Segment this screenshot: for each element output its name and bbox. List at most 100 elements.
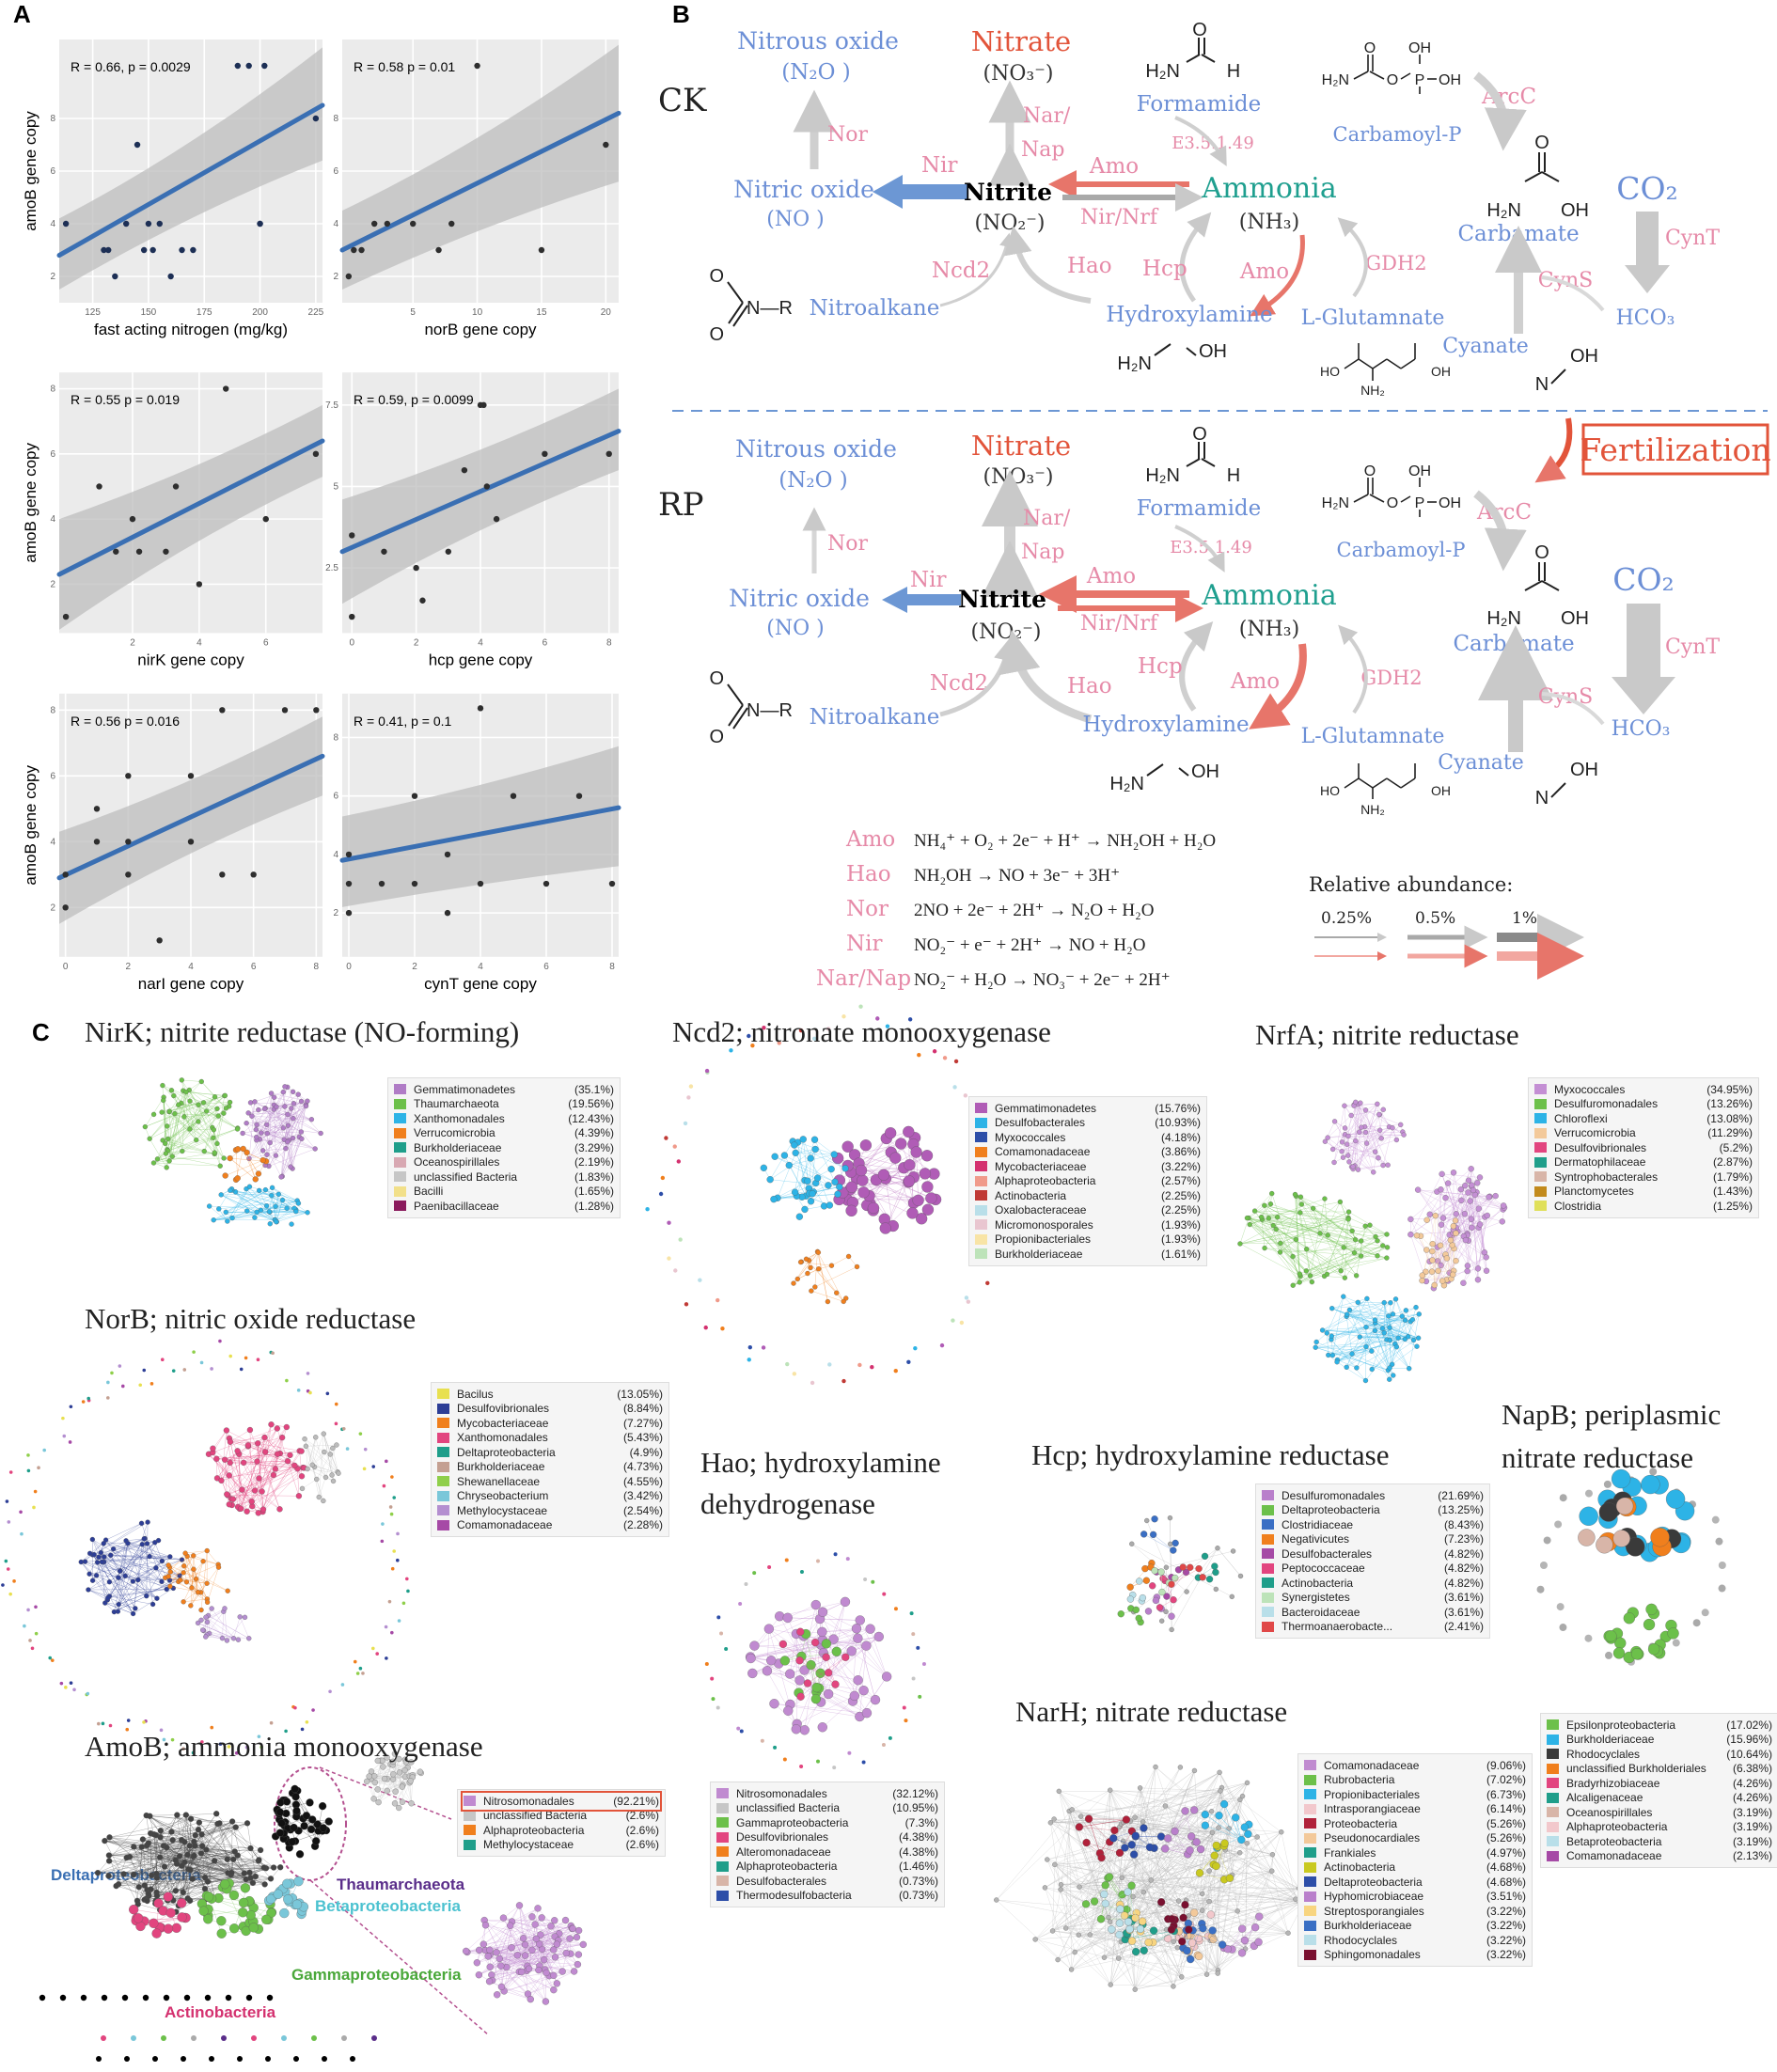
y-tick-label: 4: [50, 514, 55, 525]
network-node: [1453, 1258, 1459, 1264]
network-edge: [784, 1651, 837, 1661]
x-tick-label: 15: [536, 307, 547, 318]
eq-amo: NH₄⁺ + O₂ + 2e⁻ + H⁺ → NH₂OH + H₂O: [914, 831, 1216, 851]
network-node: [248, 1923, 259, 1933]
ck-nir: Nir: [921, 153, 957, 178]
amob-label-gamma: Gammaproteobacteria: [291, 1966, 462, 1984]
network-node: [120, 1384, 125, 1389]
network-edge: [149, 1081, 202, 1139]
network-node: [138, 1844, 145, 1850]
network-edge: [815, 1604, 888, 1677]
y-tick-label: 2: [50, 903, 55, 913]
network-node: [181, 1563, 187, 1569]
network-edge: [206, 1611, 225, 1636]
network-node: [125, 1541, 131, 1546]
network-edge: [209, 1205, 228, 1222]
y-axis-label: amoB gene copy: [22, 443, 39, 563]
network-edge: [799, 1660, 836, 1685]
network-edge: [183, 1116, 215, 1154]
network-edge: [216, 1458, 218, 1479]
network-edge: [1334, 1121, 1347, 1145]
network-node: [716, 1615, 721, 1620]
eq-enzyme-amo: Amo: [845, 827, 895, 852]
network-edge: [246, 1210, 276, 1222]
ck-formamide: Formamide: [1137, 92, 1262, 117]
network-edge: [1280, 1211, 1349, 1244]
network-edge: [1437, 1191, 1489, 1198]
network-node: [86, 1550, 93, 1556]
network-node: [1319, 1327, 1326, 1333]
network-edge: [1420, 1235, 1433, 1272]
confidence-band: [342, 746, 619, 907]
network-node: [167, 1583, 173, 1590]
network-node: [857, 1174, 869, 1186]
network-node: [399, 1798, 406, 1805]
x-axis-label: nirK gene copy: [137, 651, 244, 668]
network-node: [271, 1094, 277, 1100]
network-edge: [1405, 1320, 1414, 1341]
network-edge: [98, 1557, 181, 1577]
network-node: [105, 1396, 110, 1400]
network-node: [1345, 1217, 1351, 1222]
network-edge: [1477, 1215, 1488, 1269]
network-edge: [92, 1554, 134, 1614]
rp-nitrite: Nitrite: [958, 586, 1046, 613]
network-edge: [1332, 1149, 1376, 1153]
network-edge: [1348, 1211, 1388, 1235]
network-edge: [259, 1437, 265, 1479]
nrfa-network: [1237, 1099, 1508, 1384]
data-point: [93, 806, 101, 812]
network-node: [1369, 1366, 1375, 1373]
network-edge: [314, 1467, 334, 1482]
network-node: [5, 1499, 9, 1503]
network-edge: [1327, 1332, 1329, 1356]
network-node: [798, 1028, 804, 1033]
network-edge: [1161, 1547, 1219, 1622]
network-edge: [165, 1095, 225, 1144]
data-point: [245, 62, 252, 70]
x-tick-label: 0: [63, 962, 69, 972]
network-node: [841, 1140, 854, 1153]
network-edge: [157, 1157, 225, 1160]
network-node: [59, 1994, 67, 2001]
network-edge: [1365, 1302, 1392, 1327]
network-node: [256, 1857, 262, 1863]
data-point: [349, 532, 355, 539]
network-edge: [1276, 1229, 1357, 1277]
network-node: [26, 1608, 30, 1612]
network-node: [777, 1041, 781, 1045]
network-node: [239, 1486, 245, 1493]
network-edge: [231, 1189, 276, 1222]
network-node: [249, 1113, 255, 1119]
network-node: [858, 1004, 863, 1009]
network-edge: [784, 1643, 826, 1661]
data-point: [234, 62, 242, 70]
network-edge: [777, 1153, 796, 1199]
abundance-title: Relative abundance:: [1309, 873, 1513, 896]
network-node: [182, 1368, 187, 1372]
eq-enzyme-nor: Nor: [846, 897, 888, 921]
data-point: [435, 246, 442, 254]
network-edge: [1382, 1127, 1393, 1166]
rp-hcp-arrow: [1179, 621, 1214, 712]
network-edge: [1336, 1313, 1393, 1362]
network-node: [285, 1111, 291, 1118]
network-node: [1322, 1196, 1328, 1201]
network-node: [131, 1844, 137, 1850]
network-node: [799, 1725, 810, 1735]
network-edge: [197, 1623, 234, 1639]
network-node: [1437, 1242, 1444, 1248]
network-edge: [133, 1538, 146, 1614]
network-node: [794, 1675, 805, 1686]
network-edge: [1296, 1196, 1311, 1276]
network-node: [550, 1946, 558, 1954]
rp-ncd2: Ncd2: [930, 671, 988, 696]
network-node: [105, 1873, 112, 1879]
rp-cyan-n: N: [1535, 788, 1549, 808]
network-node: [7, 1520, 11, 1524]
network-node: [225, 1994, 232, 2001]
network-edge: [287, 1087, 302, 1102]
network-edge: [191, 1587, 208, 1603]
network-edge: [87, 1542, 155, 1591]
